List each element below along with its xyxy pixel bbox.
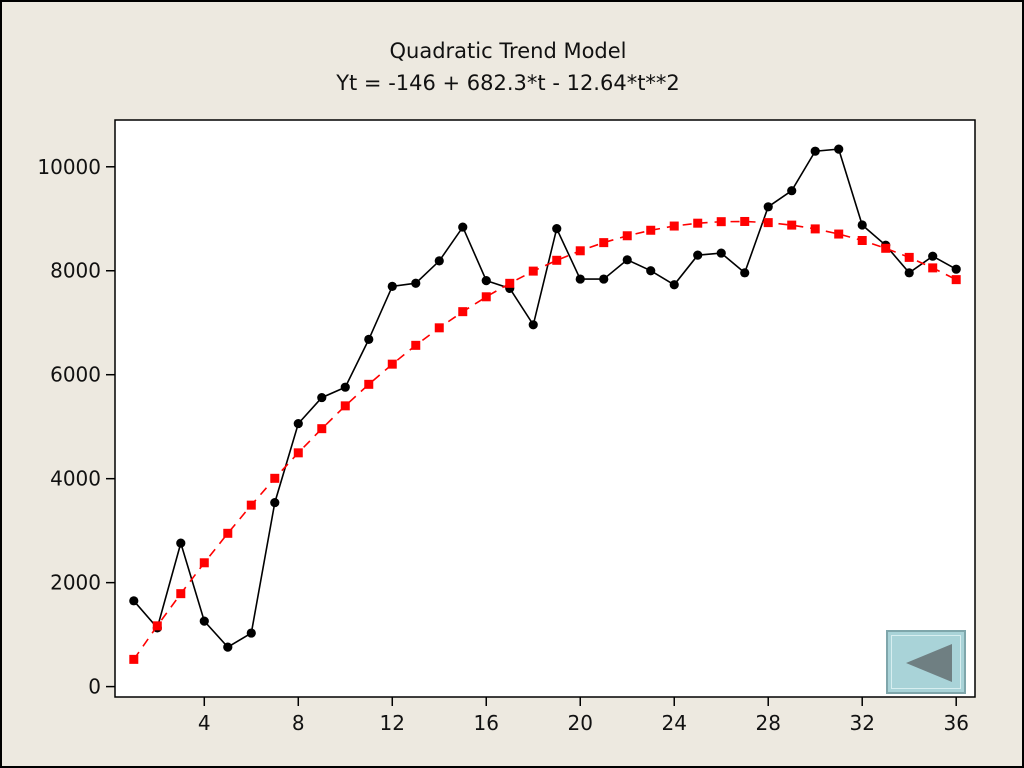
data-point-actual xyxy=(552,224,562,234)
y-tick-label: 6000 xyxy=(50,363,101,387)
data-point-actual xyxy=(129,596,139,606)
x-tick-label: 20 xyxy=(568,711,593,735)
data-point-actual xyxy=(928,251,938,261)
x-tick-label: 16 xyxy=(474,711,499,735)
data-point-fitted xyxy=(387,359,397,369)
y-tick-label: 10000 xyxy=(37,155,101,179)
data-point-actual xyxy=(693,250,703,260)
data-point-fitted xyxy=(622,231,632,241)
data-point-actual xyxy=(669,280,679,290)
data-point-fitted xyxy=(434,323,444,333)
data-point-actual xyxy=(951,264,961,274)
data-point-actual xyxy=(787,186,797,196)
x-tick-label: 8 xyxy=(292,711,305,735)
data-point-actual xyxy=(317,392,327,403)
series-layer xyxy=(129,144,961,664)
data-point-actual xyxy=(716,248,726,258)
data-point-actual xyxy=(411,278,421,288)
data-point-fitted xyxy=(505,278,515,288)
data-point-fitted xyxy=(693,218,703,228)
back-button[interactable] xyxy=(886,630,966,694)
data-point-fitted xyxy=(223,528,233,538)
data-point-fitted xyxy=(787,220,797,230)
data-point-actual xyxy=(740,268,750,278)
data-point-fitted xyxy=(317,424,327,434)
data-point-fitted xyxy=(152,621,162,631)
data-point-fitted xyxy=(176,589,186,599)
data-point-actual xyxy=(857,220,867,230)
y-axis: 0 2000 4000 6000 8000 10000 xyxy=(37,155,115,699)
data-point-fitted xyxy=(834,229,844,239)
y-tick-label: 0 xyxy=(88,675,101,699)
data-point-fitted xyxy=(246,500,256,510)
x-tick-label: 4 xyxy=(198,711,211,735)
y-tick-label: 4000 xyxy=(50,467,101,491)
data-point-fitted xyxy=(716,217,726,227)
data-point-fitted xyxy=(740,216,750,226)
data-point-fitted xyxy=(646,225,656,235)
data-point-actual xyxy=(387,281,397,291)
data-point-actual xyxy=(622,255,632,265)
data-point-actual xyxy=(270,497,280,508)
data-point-fitted xyxy=(575,246,585,256)
data-point-actual xyxy=(293,418,303,429)
data-point-actual xyxy=(810,146,820,156)
data-point-fitted xyxy=(528,266,538,276)
x-tick-label: 28 xyxy=(755,711,780,735)
x-axis: 4 8 12 16 20 24 28 32 36 xyxy=(198,697,969,735)
data-point-actual xyxy=(599,274,609,284)
y-tick-label: 2000 xyxy=(50,571,101,595)
data-point-actual xyxy=(364,334,374,344)
data-point-actual xyxy=(575,274,585,284)
data-point-fitted xyxy=(599,238,609,248)
x-tick-label: 32 xyxy=(849,711,874,735)
data-point-fitted xyxy=(928,263,938,273)
chart-subtitle: Yt = -146 + 682.3*t - 12.64*t**2 xyxy=(335,71,680,95)
x-tick-label: 12 xyxy=(380,711,405,735)
data-point-fitted xyxy=(763,218,773,228)
triangle-left-icon xyxy=(906,644,952,682)
data-point-actual xyxy=(246,628,256,638)
data-point-fitted xyxy=(552,255,562,265)
chart-title: Quadratic Trend Model xyxy=(389,39,626,63)
data-point-actual xyxy=(763,202,773,212)
data-point-fitted xyxy=(458,307,468,317)
data-point-fitted xyxy=(951,275,961,285)
data-point-fitted xyxy=(669,221,679,231)
data-point-fitted xyxy=(199,558,209,568)
x-tick-label: 24 xyxy=(662,711,687,735)
data-point-fitted xyxy=(481,292,491,302)
data-point-fitted xyxy=(364,379,374,389)
data-point-actual xyxy=(223,642,233,652)
plot-area xyxy=(114,119,976,698)
data-point-actual xyxy=(176,538,186,548)
y-tick-label: 8000 xyxy=(50,259,101,283)
data-point-actual xyxy=(458,222,468,232)
data-point-fitted xyxy=(904,252,914,262)
data-point-actual xyxy=(199,616,209,626)
series-fitted xyxy=(129,216,961,664)
data-point-actual xyxy=(834,144,844,154)
data-point-actual xyxy=(528,320,538,330)
data-point-fitted xyxy=(270,473,280,483)
data-point-fitted xyxy=(810,224,820,234)
data-point-actual xyxy=(434,256,444,266)
data-point-actual xyxy=(904,268,914,278)
x-tick-label: 36 xyxy=(943,711,968,735)
data-point-fitted xyxy=(129,654,139,664)
data-point-fitted xyxy=(881,243,891,253)
data-point-fitted xyxy=(340,401,350,411)
data-point-fitted xyxy=(293,448,303,458)
data-point-actual xyxy=(646,266,656,276)
data-point-fitted xyxy=(857,235,867,245)
data-point-actual xyxy=(481,276,491,286)
data-point-fitted xyxy=(411,340,421,350)
data-point-actual xyxy=(340,382,350,392)
